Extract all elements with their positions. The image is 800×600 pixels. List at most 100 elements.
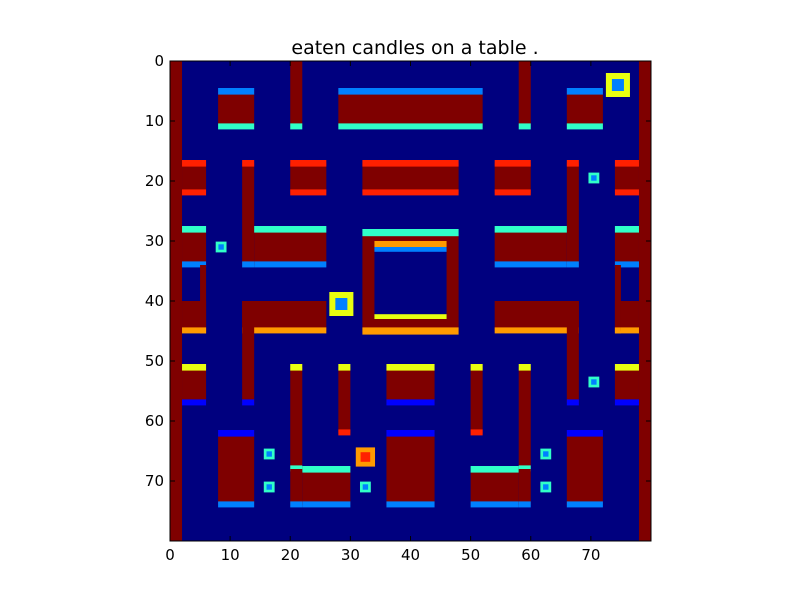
x-tick-label: 70 [581,546,600,564]
wall-edge-top [386,364,435,371]
wall-edge-top [182,226,207,233]
wall-edge-top [518,364,531,371]
wall-edge-bottom [614,189,639,196]
wall-block [518,61,531,127]
chart-title: eaten candles on a table . [291,37,538,59]
wall-edge-bottom [614,399,639,406]
x-tick-label: 40 [401,546,420,564]
wall-block [182,229,207,265]
wall-edge-top [614,160,639,167]
x-tick-label: 0 [165,546,175,564]
wall-edge-bottom [290,465,303,472]
wall-block [566,91,603,127]
wall-block [338,367,351,433]
wall-edge-bottom [302,501,351,508]
wall-block [218,91,255,127]
wall-edge-bottom [614,327,621,334]
y-tick-label: 70 [145,472,164,490]
wall-edge-top [290,160,327,167]
wall-edge-bottom [182,399,207,406]
wall-edge-top [494,160,531,167]
wall-block [386,367,435,403]
wall-edge-top [386,430,435,437]
wall-edge-bottom [290,501,303,508]
wall-edge-top [302,466,351,473]
wall-edge-bottom [518,501,531,508]
wall-edge-bottom [338,123,483,130]
wall-edge-top [614,364,639,371]
wall-block [386,433,435,505]
pellet-core [543,451,549,457]
wall-edge-bottom [242,327,327,334]
wall-edge-bottom [242,399,255,406]
wall-edge-bottom [182,189,207,196]
wall-edge-bottom [518,123,531,130]
pellet-core [266,451,272,457]
wall-block [242,163,255,265]
wall-edge-bottom [566,399,579,406]
y-tick-label: 40 [145,292,164,310]
wall-edge-bottom [494,327,579,334]
wall-edge-top [566,160,579,167]
pellet-core [591,175,597,181]
wall-edge-top [254,226,327,233]
wall-block [470,469,519,505]
wall-edge-bottom [566,501,603,508]
center-box-inner-top-shade [374,247,447,252]
wall-block [290,163,327,193]
wall-block [290,367,303,469]
wall-edge-bottom [290,123,303,130]
wall-edge-top [290,364,303,371]
wall-block [470,367,483,433]
wall-edge-top [470,466,519,473]
y-tick-label: 30 [145,232,164,250]
wall-edge-top [182,160,207,167]
wall-block [200,265,207,331]
wall-edge-bottom [182,327,207,334]
wall-edge-bottom [338,429,351,436]
pellet-core [266,484,272,490]
wall-edge-bottom [494,261,567,268]
wall-block [566,163,579,265]
wall-edge-bottom [242,261,255,268]
wall-edge-bottom [566,123,603,130]
pellet-core [218,244,224,250]
y-tick-label: 20 [145,172,164,190]
wall-edge-top [362,160,459,167]
y-tick-label: 0 [154,52,164,70]
wall-edge-top [566,430,603,437]
wall-edge-bottom [182,261,207,268]
wall-edge-bottom [254,261,327,268]
x-tick-label: 20 [281,546,300,564]
wall-edge-top [182,364,207,371]
wall-block [338,91,483,127]
center-box-top-edge [362,229,459,237]
wall-block [494,301,579,331]
center-box-inner-bottom [374,314,447,319]
wall-edge-bottom [362,189,459,196]
wall-block [242,301,327,331]
center-box-inner [374,247,447,319]
wall-edge-top [566,88,603,95]
wall-edge-bottom [470,501,519,508]
wall-edge-top [242,160,255,167]
wall-edge-bottom [614,327,639,334]
wall-edge-top [218,430,255,437]
wall-edge-bottom [386,501,435,508]
wall-block [302,469,351,505]
y-tick-label: 50 [145,352,164,370]
y-tick-label: 10 [145,112,164,130]
center-box-inner-top [374,241,447,247]
x-tick-label: 10 [221,546,240,564]
wall-edge-top [494,226,567,233]
wall-block [566,301,579,403]
wall-block [290,469,303,505]
wall-block [614,265,621,331]
wall-block [614,163,639,193]
wall-edge-top [338,364,351,371]
wall-edge-bottom [614,261,639,268]
y-axis: 0 10 20 30 40 50 60 70 [145,52,651,490]
wall-block [518,367,531,469]
sprite-bottom-core [360,452,371,462]
